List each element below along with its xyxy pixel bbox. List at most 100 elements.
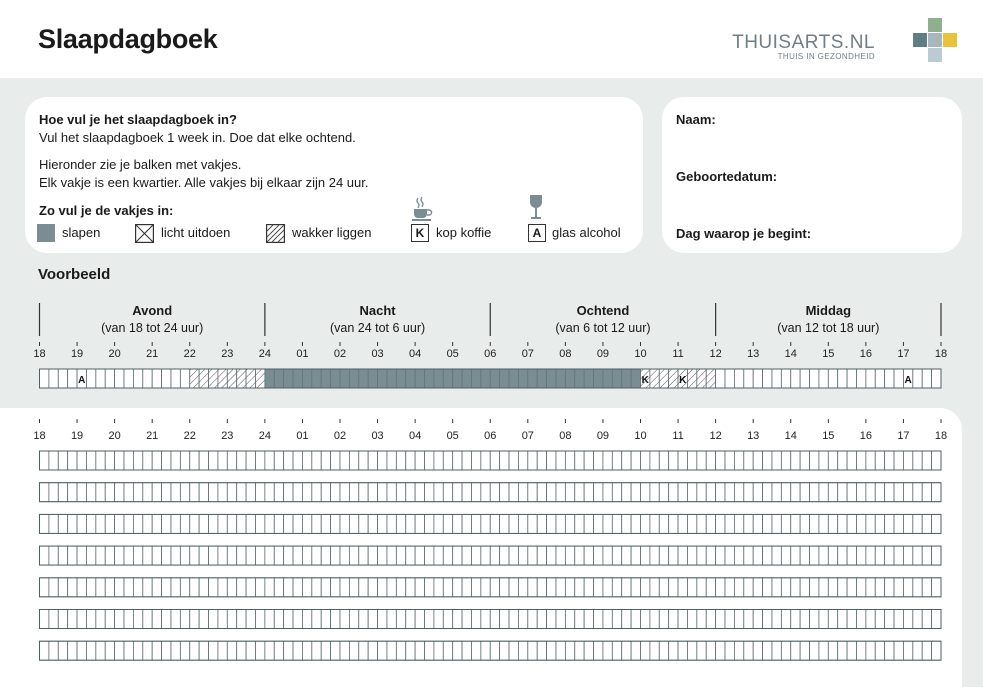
diary-day-5-cell[interactable] [48,577,59,598]
diary-day-4-cell[interactable] [283,545,294,566]
diary-day-1-cell[interactable] [339,450,350,471]
example-cell[interactable] [395,368,407,389]
diary-day-1-cell[interactable] [668,450,679,471]
diary-day-4-cell[interactable] [827,545,839,566]
diary-day-5-cell[interactable] [114,577,125,598]
diary-day-6-cell[interactable] [424,609,435,629]
diary-day-4-cell[interactable] [846,545,857,566]
diary-day-5-cell[interactable] [705,577,717,598]
diary-day-2-cell[interactable] [433,482,444,503]
diary-day-5-cell[interactable] [236,577,247,598]
diary-day-4-cell[interactable] [499,545,510,566]
example-cell[interactable] [386,368,397,389]
diary-day-5-cell[interactable] [518,577,529,598]
example-cell[interactable] [649,368,660,389]
example-cell[interactable] [311,368,322,389]
diary-day-1-cell[interactable] [762,450,773,471]
diary-day-7-cell[interactable] [893,640,904,661]
diary-day-4-cell[interactable] [621,545,632,566]
diary-day-6-cell[interactable] [649,609,660,629]
diary-day-7-cell[interactable] [414,640,425,661]
diary-day-1-cell[interactable] [377,450,388,471]
example-cell[interactable] [809,368,820,389]
diary-day-4-cell[interactable] [837,545,848,566]
diary-day-5-cell[interactable] [151,577,162,598]
diary-day-2-cell[interactable] [461,482,472,503]
diary-day-2-cell[interactable] [762,482,773,503]
diary-day-3-cell[interactable] [433,514,444,534]
diary-day-4-cell[interactable] [442,545,454,566]
diary-day-4-cell[interactable] [893,545,904,566]
diary-day-7-cell[interactable] [846,640,857,661]
diary-day-1-cell[interactable] [912,450,923,471]
diary-day-2-cell[interactable] [133,482,144,503]
diary-day-3-cell[interactable] [480,514,491,534]
diary-day-5-cell[interactable] [39,577,50,598]
diary-day-3-cell[interactable] [856,514,867,534]
diary-day-5-cell[interactable] [226,577,238,598]
diary-day-7-cell[interactable] [865,640,876,661]
diary-day-3-cell[interactable] [489,514,501,534]
diary-day-4-cell[interactable] [564,545,576,566]
diary-day-7-cell[interactable] [367,640,378,661]
diary-day-2-cell[interactable] [386,482,397,503]
diary-day-5-cell[interactable] [583,577,594,598]
diary-day-4-cell[interactable] [405,545,416,566]
diary-day-3-cell[interactable] [827,514,839,534]
diary-day-7-cell[interactable] [348,640,360,661]
diary-day-3-cell[interactable] [518,514,529,534]
diary-day-2-cell[interactable] [170,482,181,503]
diary-day-4-cell[interactable] [217,545,228,566]
example-cell[interactable] [471,368,482,389]
diary-day-6-cell[interactable] [743,609,754,629]
example-cell[interactable] [630,368,641,389]
diary-day-3-cell[interactable] [142,514,153,534]
diary-day-6-cell[interactable] [771,609,782,629]
diary-day-1-cell[interactable] [217,450,228,471]
diary-day-3-cell[interactable] [179,514,191,534]
diary-day-5-cell[interactable] [790,577,801,598]
diary-day-5-cell[interactable] [621,577,632,598]
diary-day-3-cell[interactable] [339,514,350,534]
diary-day-6-cell[interactable] [198,609,209,629]
diary-day-4-cell[interactable] [546,545,557,566]
diary-day-6-cell[interactable] [367,609,378,629]
diary-day-1-cell[interactable] [39,450,50,471]
example-cell[interactable] [874,368,886,389]
diary-day-2-cell[interactable] [405,482,416,503]
diary-day-6-cell[interactable] [292,609,303,629]
diary-day-2-cell[interactable] [630,482,641,503]
diary-day-5-cell[interactable] [752,577,763,598]
diary-day-1-cell[interactable] [264,450,275,471]
diary-day-2-cell[interactable] [677,482,688,503]
diary-day-4-cell[interactable] [790,545,801,566]
diary-day-2-cell[interactable] [424,482,435,503]
diary-day-2-cell[interactable] [799,482,810,503]
diary-day-2-cell[interactable] [161,482,172,503]
diary-day-2-cell[interactable] [76,482,87,503]
example-cell[interactable] [86,368,97,389]
diary-day-4-cell[interactable] [123,545,134,566]
diary-day-1-cell[interactable] [790,450,801,471]
diary-day-1-cell[interactable] [489,450,501,471]
diary-day-5-cell[interactable] [602,577,613,598]
diary-day-6-cell[interactable] [489,609,501,629]
diary-day-5-cell[interactable] [86,577,97,598]
diary-day-1-cell[interactable] [226,450,238,471]
diary-day-6-cell[interactable] [133,609,144,629]
example-cell[interactable] [602,368,613,389]
diary-day-7-cell[interactable] [931,640,942,661]
diary-day-1-cell[interactable] [724,450,735,471]
example-cell[interactable] [170,368,181,389]
diary-day-3-cell[interactable] [189,514,200,534]
diary-day-5-cell[interactable] [189,577,200,598]
diary-day-2-cell[interactable] [752,482,763,503]
diary-day-3-cell[interactable] [424,514,435,534]
diary-day-2-cell[interactable] [658,482,670,503]
diary-day-2-cell[interactable] [217,482,228,503]
diary-day-7-cell[interactable] [827,640,839,661]
diary-day-4-cell[interactable] [809,545,820,566]
diary-day-6-cell[interactable] [903,609,914,629]
example-cell[interactable] [273,368,285,389]
diary-day-1-cell[interactable] [846,450,857,471]
